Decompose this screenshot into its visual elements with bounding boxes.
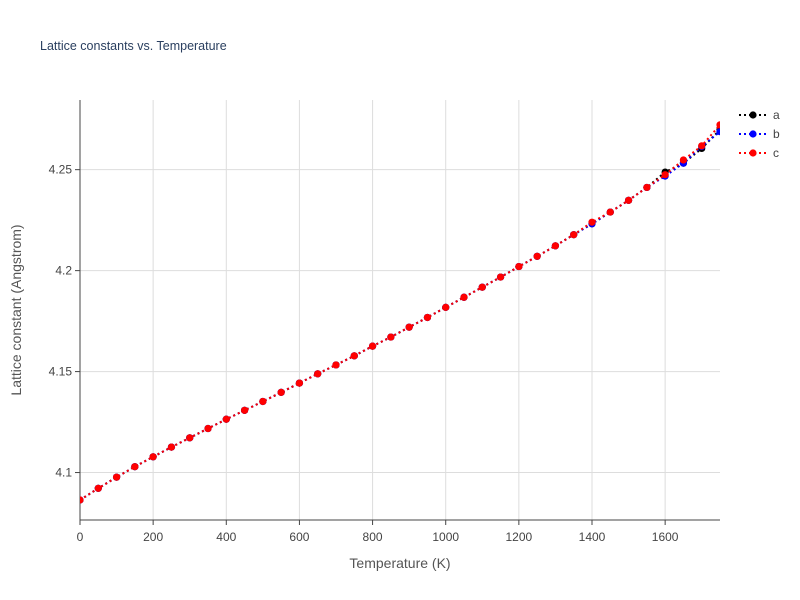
data-point-c [679, 156, 688, 164]
y-tick-label: 4.1 [55, 466, 72, 480]
data-point-c [661, 171, 669, 179]
data-point-c [624, 196, 633, 204]
x-tick-label: 0 [77, 530, 84, 544]
data-point-c [405, 323, 413, 331]
x-axis-label: Temperature (K) [349, 555, 450, 571]
data-point-c [350, 352, 358, 360]
legend-label: a [773, 108, 780, 122]
data-point-c [442, 303, 450, 311]
data-point-c [186, 434, 194, 442]
legend-marker-icon [749, 111, 757, 119]
data-point-c [698, 142, 706, 150]
x-tick-label: 600 [289, 530, 309, 544]
data-point-c [588, 218, 596, 226]
data-point-c [606, 208, 614, 216]
data-point-c [112, 473, 121, 481]
data-point-c [149, 453, 157, 461]
data-point-c [368, 342, 377, 350]
data-point-c [643, 183, 651, 192]
x-tick-label: 1400 [579, 530, 606, 544]
series-c [80, 121, 720, 504]
data-point-c [551, 242, 560, 250]
series-layer [80, 121, 720, 504]
data-point-c [94, 484, 102, 492]
y-tick-label: 4.25 [49, 163, 73, 177]
data-point-c [167, 443, 176, 451]
grid [80, 100, 720, 520]
legend-item-b[interactable]: b [739, 127, 780, 141]
x-tick-labels: 0 200 400 600 800 1000 1200 1400 1600 [77, 520, 679, 544]
legend-item-c[interactable]: c [739, 146, 779, 160]
y-tick-label: 4.2 [55, 264, 72, 278]
data-point-c [204, 424, 212, 433]
data-point-c [515, 262, 523, 271]
data-point-c [240, 406, 249, 414]
data-point-c [460, 293, 468, 301]
data-point-c [332, 361, 340, 369]
x-tick-label: 800 [363, 530, 383, 544]
legend[interactable]: abc [739, 108, 780, 160]
series-line-c [80, 124, 720, 501]
data-point-c [423, 313, 432, 322]
data-point-c [295, 379, 304, 387]
data-point-c [222, 415, 230, 423]
data-point-c [314, 370, 322, 378]
x-tick-label: 1600 [652, 530, 679, 544]
data-point-c [131, 463, 139, 471]
legend-marker-icon [749, 130, 757, 138]
data-point-c [259, 397, 267, 406]
y-tick-label: 4.15 [49, 365, 73, 379]
data-point-b [716, 128, 720, 136]
x-tick-label: 1000 [432, 530, 459, 544]
data-point-c [533, 252, 541, 260]
y-tick-labels: 4.1 4.15 4.2 4.25 [49, 163, 80, 480]
data-point-c [80, 496, 84, 504]
data-point-c [387, 333, 395, 341]
legend-item-a[interactable]: a [739, 108, 780, 122]
legend-marker-icon [749, 149, 757, 157]
x-tick-label: 1200 [506, 530, 533, 544]
y-axis-label: Lattice constant (Angstrom) [8, 224, 24, 395]
chart-title: Lattice constants vs. Temperature [40, 39, 227, 53]
data-point-c [277, 388, 285, 396]
x-tick-label: 200 [143, 530, 163, 544]
data-point-c [478, 283, 486, 291]
legend-label: b [773, 127, 780, 141]
legend-label: c [773, 146, 779, 160]
data-point-c [570, 231, 578, 239]
data-point-c [496, 273, 505, 281]
axes [79, 100, 720, 521]
data-point-c [716, 121, 720, 129]
x-tick-label: 400 [216, 530, 236, 544]
